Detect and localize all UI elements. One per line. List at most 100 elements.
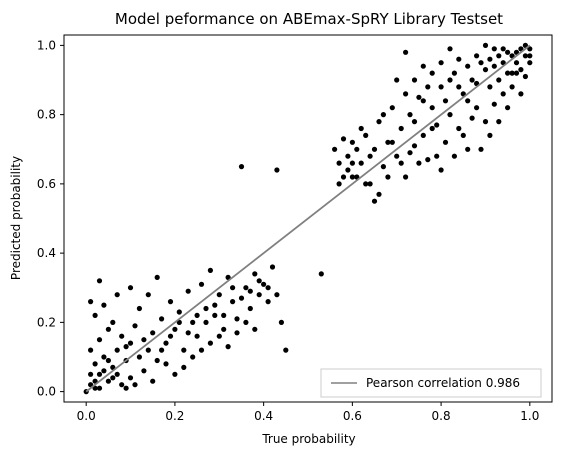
scatter-point xyxy=(482,67,489,73)
scatter-point xyxy=(159,316,165,322)
scatter-point xyxy=(274,292,280,298)
y-tick-label: 0.2 xyxy=(37,315,56,329)
scatter-point xyxy=(451,70,457,76)
scatter-point xyxy=(101,354,107,360)
scatter-point xyxy=(522,53,529,59)
scatter-point xyxy=(487,132,493,138)
scatter-point xyxy=(172,371,178,377)
scatter-point xyxy=(478,146,484,152)
scatter-point xyxy=(429,125,435,132)
scatter-point xyxy=(150,378,156,384)
scatter-point xyxy=(411,143,418,149)
scatter-point xyxy=(234,330,240,336)
scatter-point xyxy=(496,53,502,59)
scatter-point xyxy=(354,146,360,152)
scatter-point xyxy=(114,347,120,353)
y-tick-label: 0.4 xyxy=(37,246,56,260)
scatter-point xyxy=(465,146,471,152)
pearson-fit-line xyxy=(85,44,531,393)
scatter-point xyxy=(198,281,205,287)
scatter-point xyxy=(438,167,444,173)
scatter-point xyxy=(527,60,533,66)
scatter-point xyxy=(518,91,524,97)
scatter-point xyxy=(141,368,147,374)
scatter-point xyxy=(456,56,462,62)
scatter-point xyxy=(398,160,404,166)
scatter-point xyxy=(367,181,373,187)
scatter-point xyxy=(212,302,218,308)
scatter-point xyxy=(380,112,386,118)
scatter-point xyxy=(456,84,462,90)
x-tick-label: 0.0 xyxy=(77,409,96,423)
scatter-point xyxy=(154,357,160,364)
scatter-point xyxy=(496,119,502,125)
scatter-point xyxy=(145,347,151,353)
scatter-point xyxy=(230,299,236,305)
scatter-point xyxy=(101,302,107,308)
scatter-point xyxy=(345,153,351,159)
scatter-point xyxy=(451,153,457,159)
scatter-point xyxy=(221,326,227,332)
scatter-point xyxy=(163,361,169,367)
scatter-point xyxy=(505,70,511,76)
scatter-point xyxy=(491,63,497,69)
scatter-point xyxy=(376,119,382,125)
scatter-point xyxy=(150,330,156,336)
scatter-point xyxy=(420,132,426,138)
scatter-point xyxy=(88,371,94,377)
scatter-point xyxy=(114,292,120,298)
scatter-point xyxy=(500,60,506,66)
scatter-point xyxy=(92,385,98,391)
scatter-point xyxy=(474,53,480,59)
scatter-point xyxy=(345,167,351,173)
scatter-point xyxy=(367,153,373,159)
scatter-point xyxy=(349,174,355,180)
scatter-point xyxy=(181,364,187,370)
scatter-point xyxy=(482,42,489,49)
scatter-point xyxy=(318,271,324,277)
scatter-point xyxy=(105,326,111,332)
x-tick-label: 0.4 xyxy=(254,409,273,423)
scatter-point xyxy=(363,181,369,187)
scatter-point xyxy=(176,309,182,315)
y-tick-label: 0.0 xyxy=(37,385,56,399)
scatter-point xyxy=(110,375,116,381)
scatter-point xyxy=(358,125,364,132)
scatter-point xyxy=(283,347,289,353)
scatter-point xyxy=(92,312,98,318)
scatter-point xyxy=(123,385,129,391)
scatter-point xyxy=(225,274,231,280)
scatter-point xyxy=(96,385,103,391)
scatter-point xyxy=(403,174,409,180)
scatter-point xyxy=(96,278,103,284)
scatter-point xyxy=(221,312,227,318)
scatter-point xyxy=(207,267,213,273)
x-tick-label: 0.6 xyxy=(343,409,362,423)
scatter-point xyxy=(411,77,418,83)
scatter-point xyxy=(442,98,449,104)
scatter-point xyxy=(136,354,142,360)
scatter-point xyxy=(518,67,524,73)
scatter-point xyxy=(434,122,440,128)
scatter-point xyxy=(269,264,276,270)
scatter-point xyxy=(238,295,245,301)
scatter-point xyxy=(398,125,404,132)
x-axis-ticks: 0.0 0.2 0.4 0.6 0.8 1.0 xyxy=(77,402,539,423)
scatter-point xyxy=(203,319,209,325)
scatter-point xyxy=(88,299,94,305)
scatter-point xyxy=(425,157,431,163)
scatter-point xyxy=(234,316,240,322)
scatter-point xyxy=(407,112,413,118)
scatter-point xyxy=(425,84,431,90)
scatter-point xyxy=(513,70,520,76)
scatter-point xyxy=(88,347,94,353)
scatter-point xyxy=(238,164,245,170)
scatter-point xyxy=(185,330,191,336)
scatter-point xyxy=(509,70,515,76)
scatter-point xyxy=(119,382,125,388)
scatter-point xyxy=(376,191,382,197)
scatter-point xyxy=(243,319,249,325)
scatter-point xyxy=(265,285,271,291)
scatter-point xyxy=(110,319,116,325)
